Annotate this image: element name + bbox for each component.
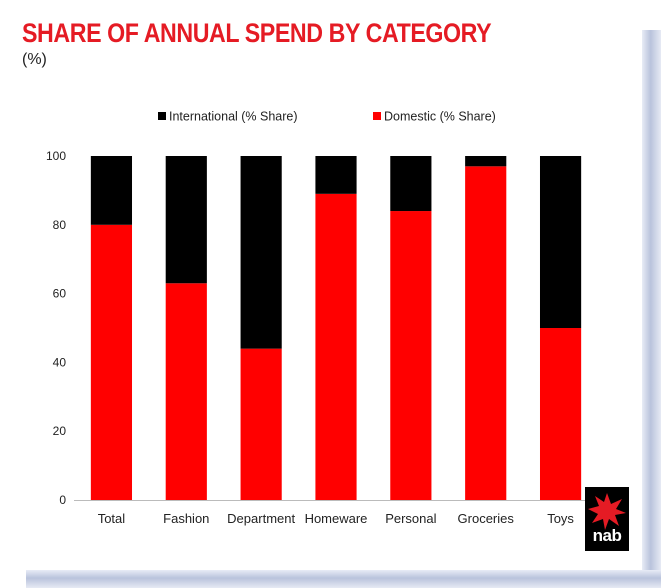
x-tick-label-fashion: Fashion <box>163 511 209 526</box>
bar-toys-domestic <box>539 328 582 500</box>
y-tick-label-100: 100 <box>46 149 66 163</box>
x-tick-label-total: Total <box>98 511 126 526</box>
bars <box>74 156 598 501</box>
bar-total-international <box>90 156 133 225</box>
bar-groceries-domestic <box>465 166 507 500</box>
bar-homeware-international <box>315 156 357 194</box>
chart-title: SHARE OF ANNUAL SPEND BY CATEGORY <box>22 18 492 48</box>
bar-fashion-international <box>165 156 207 284</box>
x-tick-label-department: Department <box>227 511 295 526</box>
frame-shadow-right <box>642 30 661 588</box>
nab-logo: nab <box>585 487 629 551</box>
bar-homeware-domestic <box>315 193 357 500</box>
x-tick-label-personal: Personal <box>385 511 436 526</box>
bar-personal-domestic <box>390 211 432 501</box>
bar-personal-international <box>390 156 432 212</box>
bar-department-international <box>240 156 282 349</box>
legend: International (% Share) Domestic (% Share… <box>158 110 496 124</box>
x-axis: Total Fashion Department Homeware Personal Gr… <box>98 511 575 526</box>
legend-label-international: International (% Share) <box>169 110 298 124</box>
logo-text: nab <box>592 526 622 545</box>
chart-subtitle: (%) <box>22 51 47 68</box>
y-tick-label-60: 60 <box>53 287 67 301</box>
frame-shadow-bottom <box>26 570 661 588</box>
legend-swatch-domestic <box>373 112 381 120</box>
y-tick-label-0: 0 <box>59 493 66 507</box>
y-axis: 0 20 40 60 80 100 <box>46 149 66 507</box>
bar-department-domestic <box>240 348 282 500</box>
bar-fashion-domestic <box>165 283 207 500</box>
x-tick-label-groceries: Groceries <box>458 511 515 526</box>
x-tick-label-homeware: Homeware <box>305 511 368 526</box>
y-tick-label-20: 20 <box>53 424 67 438</box>
y-tick-label-80: 80 <box>53 218 67 232</box>
bar-groceries-international <box>465 156 507 167</box>
bar-total-domestic <box>90 224 133 501</box>
legend-swatch-international <box>158 112 166 120</box>
y-tick-label-40: 40 <box>53 355 67 369</box>
red-star-icon <box>588 493 626 530</box>
x-tick-label-toys: Toys <box>547 511 574 526</box>
legend-label-domestic: Domestic (% Share) <box>384 110 496 124</box>
bar-toys-international <box>539 156 582 328</box>
